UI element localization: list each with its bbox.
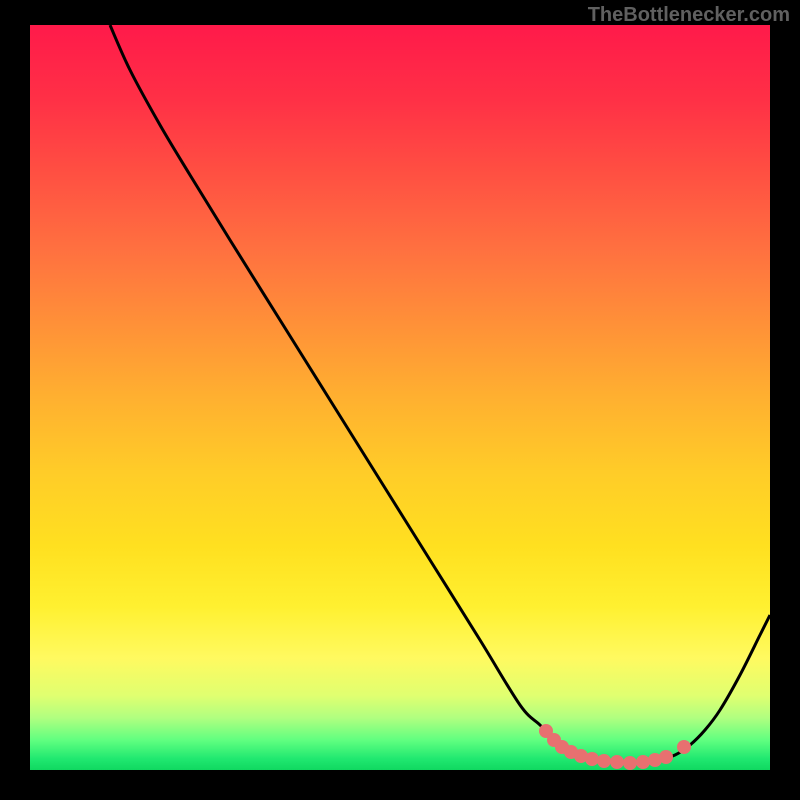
valley-dot [659, 750, 673, 764]
valley-dot [623, 756, 637, 770]
valley-dot [597, 754, 611, 768]
watermark-text: TheBottlenecker.com [588, 4, 790, 27]
bottleneck-curve [30, 25, 770, 770]
valley-dot [585, 752, 599, 766]
valley-dot [610, 755, 624, 769]
plot-area [30, 25, 770, 770]
valley-dot [636, 755, 650, 769]
valley-dot [677, 740, 691, 754]
